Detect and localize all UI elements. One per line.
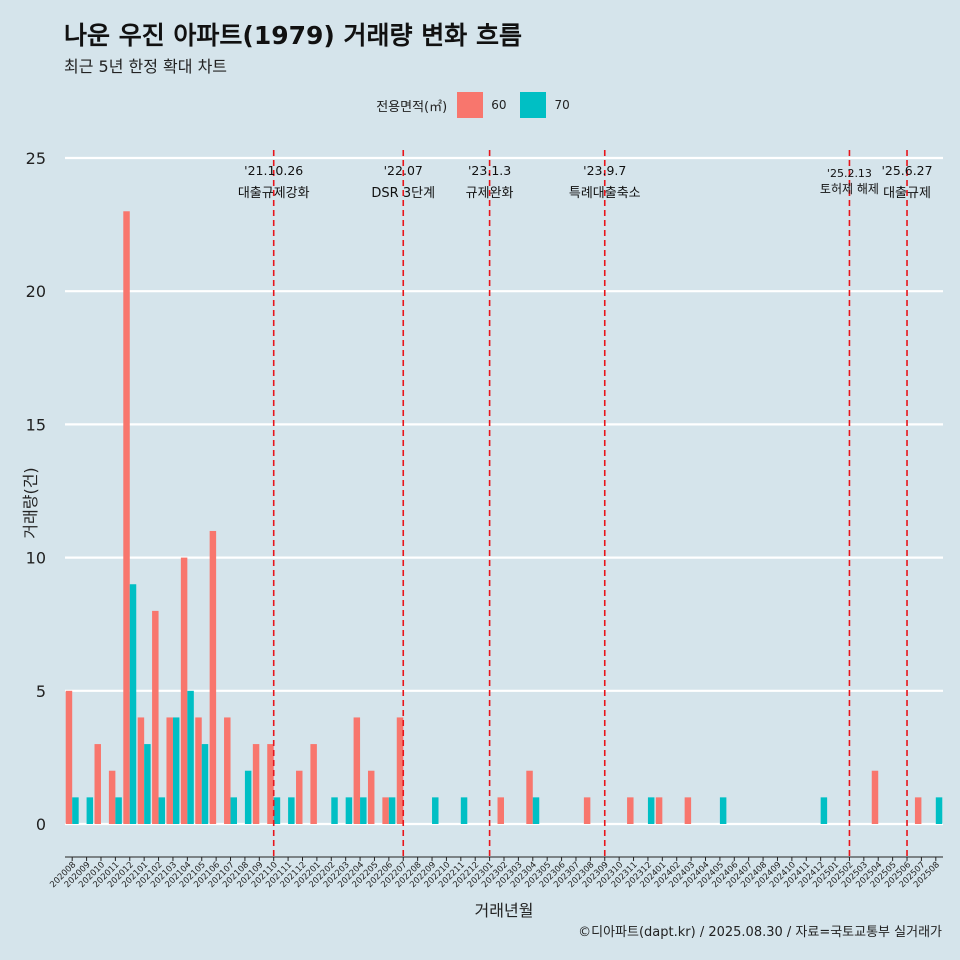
- bar-70-202110: [273, 797, 281, 824]
- y-tick-label: 0: [36, 815, 46, 834]
- annotation-date: '21.10.26: [244, 163, 303, 178]
- bar-60-202107: [224, 717, 231, 824]
- bar-70-202508: [935, 797, 943, 824]
- annotation-date: '23.9.7: [583, 163, 626, 178]
- bar-70-202008: [72, 797, 79, 824]
- bar-70-202104: [187, 690, 194, 824]
- bar-70-202101: [144, 744, 151, 824]
- annotation-label: 토허제 해제: [820, 182, 879, 196]
- bar-60-202311: [627, 797, 634, 824]
- bar-60-202201: [310, 744, 317, 824]
- bar-60-202112: [296, 770, 303, 824]
- annotation-label: 대출규제강화: [238, 186, 310, 201]
- legend-swatch-70: [520, 92, 547, 118]
- annotation-label: 규제완화: [466, 186, 514, 201]
- bar-60-202010: [94, 744, 101, 824]
- bar-70-202405: [719, 797, 727, 824]
- bar-70-202012: [129, 584, 137, 824]
- bar-60-202011: [108, 770, 116, 824]
- bar-60-202012: [123, 211, 130, 824]
- legend-label-60: 60: [491, 98, 507, 112]
- annotation-date: '25.6.27: [881, 163, 932, 178]
- bar-60-202504: [871, 770, 879, 824]
- bar-70-202009: [86, 797, 94, 824]
- bar-70-202204: [360, 797, 367, 824]
- annotation-label: 대출규제: [883, 186, 931, 201]
- bar-60-202109: [252, 744, 260, 824]
- bar-70-202108: [244, 770, 252, 824]
- y-tick-label: 15: [26, 415, 46, 434]
- annotation-label: 특례대출축소: [569, 186, 641, 201]
- legend-label-70: 70: [554, 98, 570, 112]
- bar-60-202106: [209, 530, 217, 824]
- annotation-date: '23.1.3: [468, 163, 511, 178]
- y-tick-label: 5: [36, 682, 46, 701]
- bar-60-202403: [684, 797, 692, 824]
- bar-70-202011: [115, 797, 122, 824]
- legend: 전용면적(㎡) 60 70: [0, 92, 960, 118]
- bar-70-202107: [230, 797, 238, 824]
- bar-60-202308: [583, 797, 591, 824]
- bar-60-202104: [180, 557, 188, 824]
- bar-70-202304: [532, 797, 540, 824]
- bar-60-202008: [65, 690, 73, 824]
- bar-60-202206: [382, 797, 389, 824]
- legend-title: 전용면적(㎡): [376, 99, 448, 115]
- bar-70-202209: [432, 797, 439, 824]
- annotation-date: '25.2.13: [827, 167, 872, 180]
- bar-60-202401: [655, 797, 663, 824]
- bar-60-202110: [267, 744, 274, 824]
- bar-60-202205: [367, 770, 375, 824]
- bar-60-202507: [914, 797, 922, 824]
- source-caption: ©디아파트(dapt.kr) / 2025.08.30 / 자료=국토교통부 실…: [578, 925, 942, 940]
- bar-70-202202: [331, 797, 338, 824]
- legend-swatch-60: [457, 92, 484, 118]
- bar-60-202204: [353, 717, 361, 824]
- bar-70-202102: [158, 797, 166, 824]
- bar-70-202211: [460, 797, 468, 824]
- bar-60-202102: [152, 610, 159, 824]
- bar-60-202207: [396, 717, 404, 824]
- chart-title: 나운 우진 아파트(1979) 거래량 변화 흐름: [64, 21, 522, 50]
- y-tick-label: 20: [26, 282, 46, 301]
- annotation-label: DSR 3단계: [371, 186, 435, 201]
- bar-70-202203: [345, 797, 353, 824]
- bar-70-202312: [647, 797, 655, 824]
- bar-70-202105: [201, 744, 209, 824]
- annotation-date: '22.07: [384, 163, 423, 178]
- bar-60-202103: [166, 717, 173, 824]
- bar-60-202302: [497, 797, 504, 824]
- y-tick-label: 10: [26, 549, 46, 568]
- bar-70-202412: [820, 797, 828, 824]
- bar-60-202105: [195, 717, 202, 824]
- chart-subtitle: 최근 5년 한정 확대 차트: [64, 57, 228, 76]
- bar-60-202101: [137, 717, 145, 824]
- x-axis-title: 거래년월: [474, 901, 534, 920]
- y-axis-title: 거래량(건): [21, 467, 40, 539]
- bar-70-202103: [172, 717, 180, 824]
- y-tick-label: 25: [26, 149, 46, 168]
- bar-70-202206: [388, 797, 396, 824]
- bar-60-202304: [526, 770, 533, 824]
- bar-70-202111: [288, 797, 295, 824]
